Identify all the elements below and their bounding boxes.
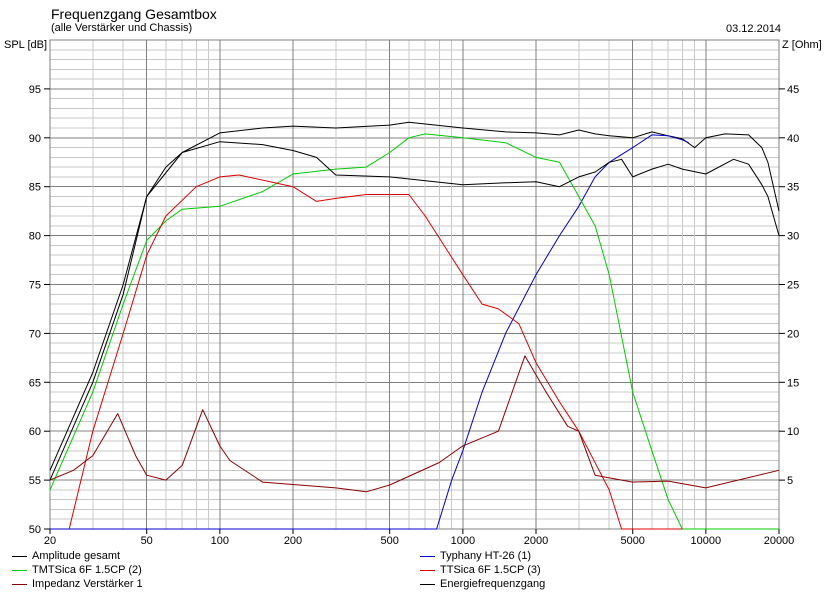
y2-tick-label: 25: [787, 280, 799, 292]
x-tick-label: 20: [44, 535, 56, 547]
y2-tick-label: 15: [787, 377, 799, 389]
y-tick-label: 95: [29, 84, 41, 96]
chart-date: 03.12.2014: [726, 23, 782, 35]
legend-label: Amplitude gesamt: [32, 550, 121, 562]
x-tick-label: 10000: [691, 535, 722, 547]
series-line-3: [49, 133, 779, 530]
y2-tick-label: 45: [787, 84, 799, 96]
legend-label: TMTSica 6F 1.5CP (2): [32, 564, 142, 576]
legend-item: Amplitude gesamt: [12, 550, 120, 562]
chart-title: Frequenzgang Gesamtbox: [51, 6, 217, 22]
y-tick-label: 70: [29, 328, 41, 340]
y-tick-label: 85: [29, 182, 41, 194]
x-tick-label: 50: [141, 535, 153, 547]
y-tick-label: 90: [29, 133, 41, 145]
legend-label: Energiefrequenzgang: [440, 578, 546, 590]
series-line-2: [50, 134, 689, 530]
y2-tick-label: 30: [787, 231, 799, 243]
y2-tick-label: 10: [787, 426, 799, 438]
legend-swatch: [420, 569, 435, 571]
y-tick-label: 65: [29, 377, 41, 389]
series-line-1: [49, 121, 780, 471]
x-tick-label: 20000: [764, 535, 795, 547]
legend-swatch: [420, 555, 435, 557]
y2-tick-label: 40: [787, 133, 799, 145]
series-line-5: [49, 355, 780, 493]
legend-item: TMTSica 6F 1.5CP (2): [12, 564, 142, 576]
y2-tick-label: 35: [787, 182, 799, 194]
series-line-4: [68, 174, 683, 530]
x-tick-label: 500: [381, 535, 399, 547]
y-axis-label: SPL [dB]: [4, 39, 48, 51]
legend-item: Typhany HT-26 (1): [420, 550, 531, 562]
y-tick-label: 75: [29, 280, 41, 292]
y-tick-label: 55: [29, 475, 41, 487]
x-tick-label: 5000: [620, 535, 644, 547]
legend-label: TTSica 6F 1.5CP (3): [440, 564, 541, 576]
series-line-6: [49, 141, 780, 481]
y-tick-label: 50: [29, 524, 41, 536]
x-tick-label: 100: [211, 535, 229, 547]
legend-swatch: [12, 569, 27, 571]
x-tick-label: 1000: [451, 535, 475, 547]
legend-swatch: [420, 583, 435, 585]
y-tick-label: 60: [29, 426, 41, 438]
legend-label: Impedanz Verstärker 1: [32, 578, 143, 590]
legend-swatch: [12, 555, 27, 557]
y2-tick-label: 5: [787, 475, 793, 487]
x-tick-label: 2000: [524, 535, 548, 547]
y2-axis-label: Z [Ohm]: [782, 39, 822, 51]
y2-tick-label: 20: [787, 328, 799, 340]
legend-item: Energiefrequenzgang: [420, 578, 545, 590]
y-tick-label: 80: [29, 231, 41, 243]
legend-swatch: [12, 583, 27, 585]
legend-label: Typhany HT-26 (1): [440, 550, 532, 562]
legend-item: Impedanz Verstärker 1: [12, 578, 143, 590]
legend-item: TTSica 6F 1.5CP (3): [420, 564, 541, 576]
chart-subtitle: (alle Verstärker und Chassis): [51, 22, 193, 34]
x-tick-label: 200: [284, 535, 302, 547]
